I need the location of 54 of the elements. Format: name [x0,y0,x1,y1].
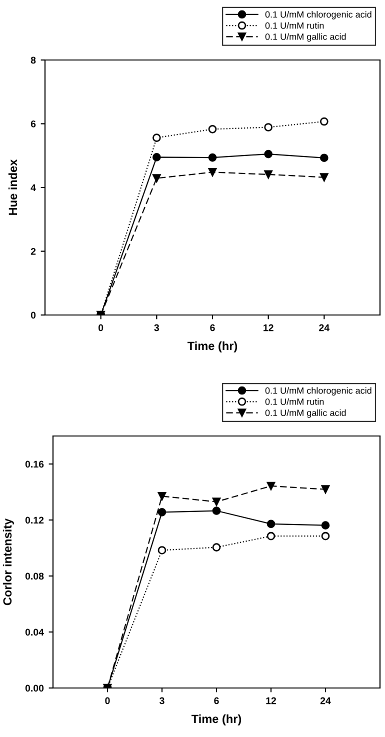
point [158,508,166,516]
x-tick-label: 6 [210,324,215,332]
x-tick-label: 3 [160,697,164,704]
y-axis-title: Corlor intensity [2,518,14,606]
x-tick-label: 0 [105,697,110,704]
y-tick-label: 4 [30,184,36,192]
y-tick-label: 2 [30,248,36,255]
legend-label: 0.1 U/mM rutin [265,22,324,29]
y-tick-label: 0.08 [25,572,44,580]
x-axis-title: Time (hr) [191,714,242,726]
point [212,543,221,552]
y-axis-title: Hue index [8,159,18,215]
point [212,506,221,515]
legend-label: 0.1 U/mM gallic acid [265,33,346,42]
point [208,125,217,134]
point [321,532,330,540]
y-tick-label: 0.00 [25,684,44,692]
x-tick-label: 24 [319,324,330,332]
legend-label: 0.1 U/mM chlorogenic acid [265,387,372,396]
point [158,492,166,500]
point [266,482,276,490]
point [264,150,272,158]
point [320,173,328,182]
point [266,532,276,540]
y-tick-label: 0.04 [25,628,44,636]
x-tick-label: 12 [264,324,274,332]
point [264,170,272,179]
legend-label: 0.1 U/mM gallic acid [265,409,346,418]
legend-label: 0.1 U/mM rutin [265,398,324,405]
x-tick-label: 24 [320,697,331,704]
point [158,546,166,554]
y-tick-label: 0.16 [25,460,44,468]
point [152,174,161,182]
point [320,154,328,162]
point [266,520,276,528]
y-tick-label: 0.12 [25,516,44,524]
x-tick-label: 6 [214,697,219,704]
y-tick-label: 0 [30,312,36,319]
point [321,485,330,494]
point [321,521,330,530]
x-tick-label: 0 [98,324,104,332]
x-tick-label: 12 [266,697,276,704]
point [152,153,161,162]
point [212,498,221,506]
point [320,117,328,126]
point [152,134,161,142]
point [208,168,217,176]
point [208,153,217,162]
point [264,123,272,132]
y-tick-label: 6 [30,120,36,128]
y-tick-label: 8 [30,56,36,64]
x-tick-label: 3 [154,324,160,332]
x-axis-title: Time (hr) [187,341,238,352]
legend-label: 0.1 U/mM chlorogenic acid [265,11,372,20]
